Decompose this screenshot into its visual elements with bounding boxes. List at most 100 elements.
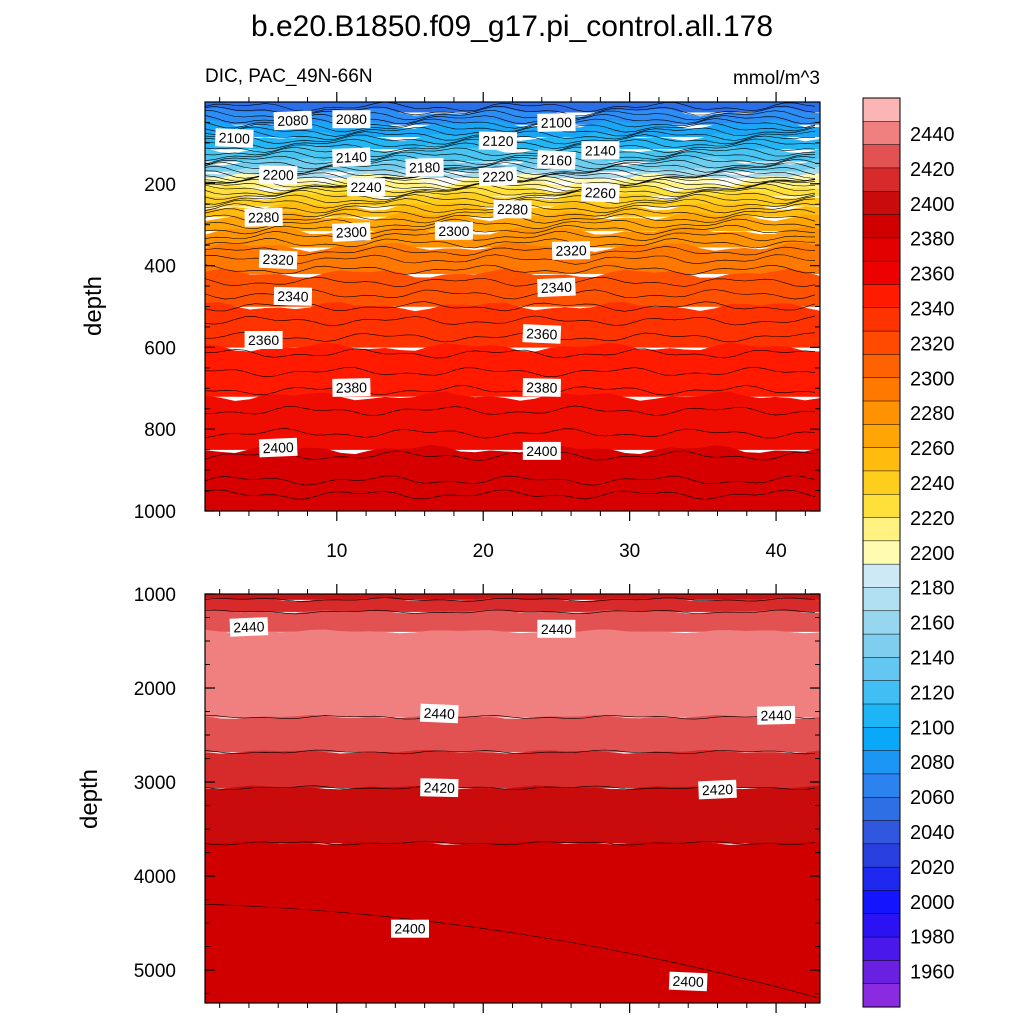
contour-label-bg [581,141,620,160]
y-tick-label: 5000 [134,961,176,982]
contour-label-bg [273,286,313,306]
chart-title: b.e20.B1850.f09_g17.pi_control.all.178 [251,10,773,43]
colorbar-tick-label: 2020 [910,857,955,879]
contour-line [204,146,816,158]
contour-label-text: 2440 [233,618,265,635]
contour-label: 2160 [537,150,576,170]
contour-label-text: 2440 [541,621,572,637]
contour-label-bg [522,441,561,460]
contour-label: 2440 [537,619,576,638]
contour-line [204,150,816,162]
colorbar-swatch [862,983,901,1008]
colorbar-tick-label: 2180 [910,578,955,600]
colorbar-tick-label: 2000 [910,892,955,914]
contour-label-bg [332,147,371,167]
contour-label-text: 2280 [497,201,529,218]
colorbar-tick-label: 2080 [910,752,955,774]
contour-label-text: 2200 [262,166,294,183]
contour-label-bg [668,971,708,992]
contour-label-text: 2300 [336,223,368,240]
colorbar-tick-label: 1960 [910,962,955,984]
colorbar-swatch [862,610,901,635]
contour-line [204,264,816,275]
contour-label-text: 2080 [336,111,367,127]
contour-label-text: 2220 [482,168,514,185]
contour-label-bg [434,221,473,240]
colorbar-swatch [862,843,901,868]
colorbar-swatch [862,563,901,589]
contour-line [204,154,816,166]
colorbar-swatch [862,796,901,822]
contour-label-bg [537,113,576,132]
colorbar-frame [862,97,901,1008]
contour-line [204,158,816,170]
contour-label: 2380 [332,378,371,397]
contour-label: 2140 [332,147,371,167]
colorbar-swatch [862,587,901,612]
colorbar-swatch [862,237,901,262]
contour-line [204,904,821,999]
contour-label-bg [259,165,298,185]
contour-label-text: 2260 [585,184,617,201]
contour-band [204,840,821,1004]
contour-line [204,189,816,201]
colorbar-tick-label: 2400 [910,194,955,216]
variable-label: DIC, PAC_49N-66N [205,66,373,87]
colorbar-tick-label: 2280 [910,403,955,425]
upper-panel: 2080 2080 2100 2100 2120 2140 2140 2160 2180 2200… [134,92,821,562]
colorbar: 2440 2420 2400 2380 2360 2340 2320 2300 2280 2260… [862,97,955,1008]
contour-label: 2220 [478,166,518,187]
contour-label: 2320 [551,241,591,260]
colorbar-swatch [862,400,901,425]
contour-label-text: 2080 [277,112,309,129]
contour-label-bg [332,222,371,242]
colorbar-swatch [862,330,901,355]
contour-label: 2440 [229,617,269,637]
contour-label-text: 2240 [351,179,382,195]
contour-label-bg [478,166,518,187]
colorbar-tick-label: 2120 [910,682,955,704]
contour-label-text: 2380 [336,379,368,396]
contour-label: 2340 [537,277,576,298]
contour-label-text: 2340 [541,279,573,296]
contour-line [204,276,816,287]
colorbar-tick-label: 2380 [910,229,955,251]
contour-label-text: 2160 [541,151,573,168]
contour-label: 2280 [493,199,532,219]
contour-label: 2400 [522,441,561,460]
contour-label-bg [478,131,518,151]
colorbar-swatch [862,260,901,286]
contour-label: 2420 [420,778,459,798]
contour-band [204,609,821,632]
x-tick-label: 20 [473,541,494,562]
colorbar-swatch [862,97,901,122]
contour-label-text: 2100 [541,114,573,131]
contour-label-text: 2360 [526,325,558,342]
contour-line [204,489,816,500]
colorbar-swatch [862,307,901,332]
contour-label-text: 2120 [482,133,514,150]
contour-label: 2360 [244,331,283,349]
contour-label-bg [551,241,591,260]
contour-label-bg [332,110,371,129]
contour-label-text: 2400 [526,443,557,459]
y-tick-label: 400 [144,257,176,278]
contour-label-bg [581,183,620,203]
colorbar-swatch [862,773,901,798]
y-tick-label: 800 [144,420,176,441]
y-tick-label: 3000 [134,773,176,794]
colorbar-swatch [862,866,901,892]
contour-band [204,301,821,348]
contour-line [204,450,816,461]
contour-line [204,224,816,235]
contour-label: 2320 [258,249,298,270]
contour-label-text: 2280 [248,209,280,226]
colorbar-swatch [862,936,901,961]
contour-label-bg [229,617,269,637]
contour-line [204,162,816,173]
colorbar-tick-label: 2440 [910,124,955,146]
contour-label: 2240 [347,178,386,197]
colorbar-tick-label: 2040 [910,822,955,844]
contour-label-text: 2300 [438,223,469,239]
colorbar-tick-label: 2060 [910,787,955,809]
